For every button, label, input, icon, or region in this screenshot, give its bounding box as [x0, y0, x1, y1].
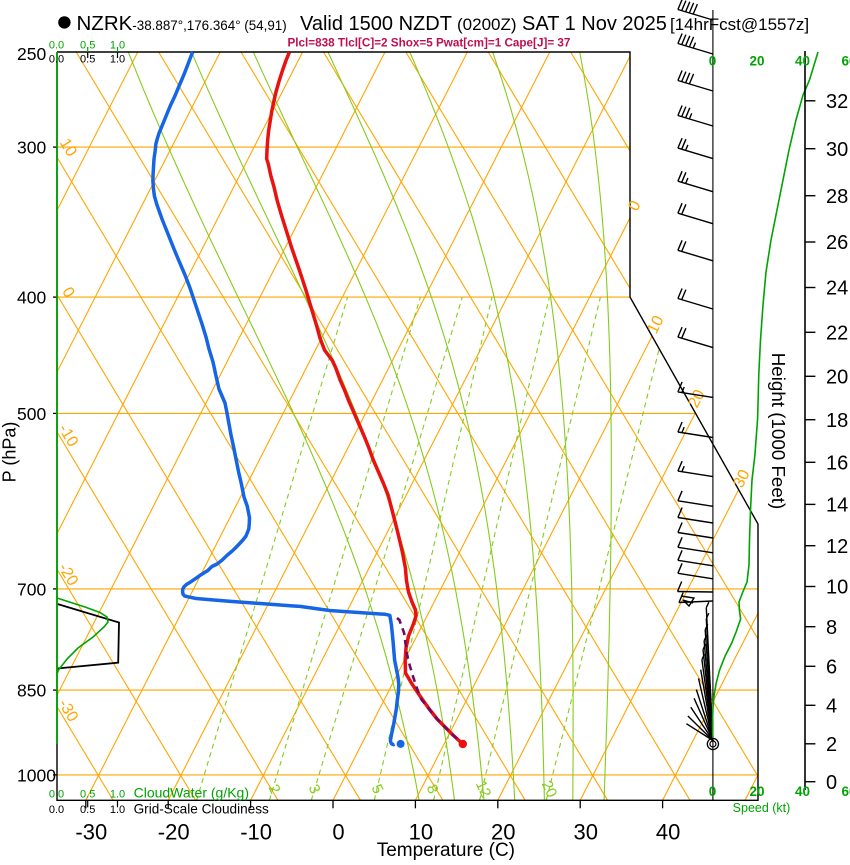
svg-text:2: 2: [826, 734, 837, 756]
svg-text:-38.887°,176.364° (54,91): -38.887°,176.364° (54,91): [132, 18, 286, 33]
svg-text:500: 500: [17, 404, 46, 424]
svg-text:1.0: 1.0: [110, 54, 125, 66]
svg-text:20: 20: [685, 387, 708, 411]
svg-text:400: 400: [17, 288, 46, 308]
svg-text:20: 20: [749, 784, 764, 799]
svg-text:-10: -10: [240, 820, 272, 845]
svg-text:20: 20: [749, 54, 764, 69]
svg-text:P (hPa): P (hPa): [0, 422, 20, 483]
svg-text:300: 300: [17, 138, 46, 158]
svg-text:1000: 1000: [17, 765, 56, 785]
svg-text:1.0: 1.0: [110, 804, 125, 816]
svg-text:Plcl=838 Tlcl[C]=2 Shox=5 Pwat: Plcl=838 Tlcl[C]=2 Shox=5 Pwat[cm]=1 Cap…: [288, 37, 571, 50]
svg-text:12: 12: [826, 536, 848, 558]
svg-text:NZRK: NZRK: [77, 12, 133, 35]
svg-text:30: 30: [826, 139, 848, 161]
svg-text:0.0: 0.0: [49, 54, 64, 66]
svg-text:10: 10: [826, 577, 848, 599]
svg-text:10: 10: [56, 136, 80, 160]
svg-text:(0200Z): (0200Z): [457, 15, 517, 34]
svg-text:700: 700: [17, 579, 46, 599]
svg-text:0.5: 0.5: [80, 804, 95, 816]
svg-text:26: 26: [826, 232, 848, 254]
svg-text:10: 10: [644, 313, 667, 337]
svg-text:250: 250: [17, 44, 46, 64]
svg-text:850: 850: [17, 681, 46, 701]
svg-text:Height (1000 Feet): Height (1000 Feet): [768, 353, 789, 510]
svg-text:40: 40: [656, 820, 680, 845]
svg-text:-20: -20: [158, 820, 190, 845]
svg-text:20: 20: [538, 778, 560, 800]
svg-text:SAT 1 Nov 2025: SAT 1 Nov 2025: [522, 13, 667, 35]
svg-text:0.0: 0.0: [49, 788, 64, 800]
svg-text:16: 16: [826, 453, 848, 475]
svg-text:30: 30: [730, 467, 753, 491]
svg-text:4: 4: [826, 696, 837, 718]
svg-text:1.0: 1.0: [110, 788, 125, 800]
svg-text:20: 20: [491, 820, 515, 845]
svg-text:Speed (kt): Speed (kt): [733, 801, 791, 815]
svg-text:0.0: 0.0: [49, 40, 64, 52]
svg-text:0: 0: [826, 772, 837, 794]
svg-text:0.5: 0.5: [80, 40, 95, 52]
svg-text:0: 0: [709, 784, 717, 799]
svg-text:CloudWater (g/Kg): CloudWater (g/Kg): [134, 784, 249, 800]
svg-text:6: 6: [826, 657, 837, 679]
svg-text:40: 40: [795, 784, 810, 799]
svg-text:12: 12: [472, 778, 494, 800]
svg-text:[14hrFcst@1557z]: [14hrFcst@1557z]: [670, 15, 809, 34]
svg-text:Valid 1500 NZDT: Valid 1500 NZDT: [300, 13, 452, 35]
svg-text:0.0: 0.0: [49, 804, 64, 816]
svg-text:14: 14: [826, 495, 848, 517]
svg-text:Temperature (C): Temperature (C): [377, 840, 515, 860]
svg-text:40: 40: [795, 54, 810, 69]
svg-text:30: 30: [573, 820, 597, 845]
svg-text:0.5: 0.5: [80, 54, 95, 66]
svg-text:8: 8: [826, 617, 837, 639]
svg-text:28: 28: [826, 186, 848, 208]
svg-text:10: 10: [409, 820, 433, 845]
svg-text:60: 60: [841, 54, 850, 69]
svg-text:1.0: 1.0: [110, 40, 125, 52]
svg-text:0: 0: [332, 820, 344, 845]
svg-text:Grid-Scale Cloudiness: Grid-Scale Cloudiness: [134, 801, 269, 816]
svg-text:22: 22: [826, 323, 848, 345]
svg-text:20: 20: [826, 367, 848, 389]
svg-text:18: 18: [826, 410, 848, 432]
svg-text:-30: -30: [75, 820, 107, 845]
svg-text:24: 24: [826, 278, 848, 300]
svg-text:0: 0: [709, 54, 717, 69]
svg-text:0.5: 0.5: [80, 788, 95, 800]
svg-text:60: 60: [841, 784, 850, 799]
svg-text:32: 32: [826, 91, 848, 113]
